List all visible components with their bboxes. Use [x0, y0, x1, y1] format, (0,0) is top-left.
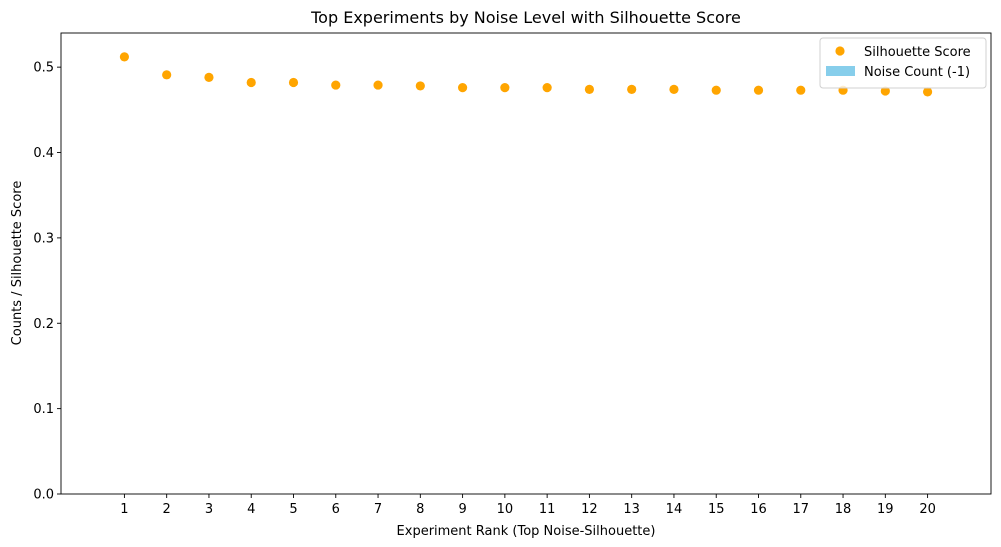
x-tick-label: 20 [919, 502, 936, 517]
x-tick-label: 9 [458, 502, 466, 517]
silhouette-point [373, 80, 383, 90]
x-tick-label: 6 [332, 502, 340, 517]
legend: Silhouette Score Noise Count (-1) [819, 37, 987, 89]
x-tick-label: 8 [416, 502, 424, 517]
silhouette-point [542, 83, 552, 93]
silhouette-point [753, 85, 764, 95]
silhouette-point [796, 85, 806, 95]
silhouette-point [288, 77, 299, 88]
x-tick-label: 12 [581, 502, 598, 517]
chart-title: Top Experiments by Noise Level with Silh… [310, 8, 741, 27]
x-axis-label: Experiment Rank (Top Noise-Silhouette) [397, 524, 656, 539]
plot-area: 0.00.10.20.30.40.51 2 3 4 5 6 7 8 9 10 11 12 13 14 15 1… [33, 32, 992, 517]
legend-marker-silhouette [835, 46, 845, 56]
x-tick-label: 11 [539, 502, 556, 517]
x-tick-label: 19 [877, 502, 894, 517]
x-tick-label: 2 [163, 502, 171, 517]
silhouette-point [922, 87, 933, 97]
y-tick-label: 0.5 [33, 61, 54, 76]
x-tick-label: 5 [289, 502, 297, 517]
x-tick-label: 15 [708, 502, 725, 517]
x-tick-label: 3 [205, 502, 213, 517]
silhouette-point [246, 77, 256, 88]
y-tick-label: 0.3 [33, 231, 54, 246]
x-tick-label: 14 [666, 502, 683, 517]
x-tick-label: 13 [623, 502, 640, 517]
plot-frame [60, 32, 992, 495]
silhouette-point [584, 84, 595, 94]
x-tick-label: 17 [792, 502, 809, 517]
x-tick-label: 10 [497, 502, 514, 517]
silhouette-point [457, 83, 468, 93]
x-tick-label: 16 [750, 502, 767, 517]
silhouette-point [627, 84, 637, 94]
silhouette-point [500, 83, 510, 93]
x-tick-label: 4 [247, 502, 255, 517]
y-tick-label: 0.2 [33, 317, 54, 332]
x-tick-label: 1 [120, 502, 128, 517]
silhouette-point [415, 81, 425, 91]
y-tick-label: 0.4 [33, 146, 54, 161]
x-tick-label: 7 [374, 502, 382, 517]
silhouette-point [331, 80, 341, 90]
silhouette-point [880, 86, 890, 96]
y-tick-label: 0.0 [33, 488, 54, 503]
x-tick-label: 18 [835, 502, 852, 517]
legend-label-noise: Noise Count (-1) [864, 65, 970, 80]
legend-box [819, 37, 987, 89]
silhouette-point [119, 52, 130, 62]
legend-marker-noise [826, 66, 855, 76]
silhouette-point [204, 72, 214, 82]
silhouette-point [162, 70, 172, 80]
y-tick-label: 0.1 [33, 402, 54, 417]
silhouette-point [669, 84, 679, 94]
silhouette-point [711, 85, 721, 95]
y-axis-label: Counts / Silhouette Score [10, 181, 25, 346]
legend-label-silhouette: Silhouette Score [864, 45, 971, 60]
